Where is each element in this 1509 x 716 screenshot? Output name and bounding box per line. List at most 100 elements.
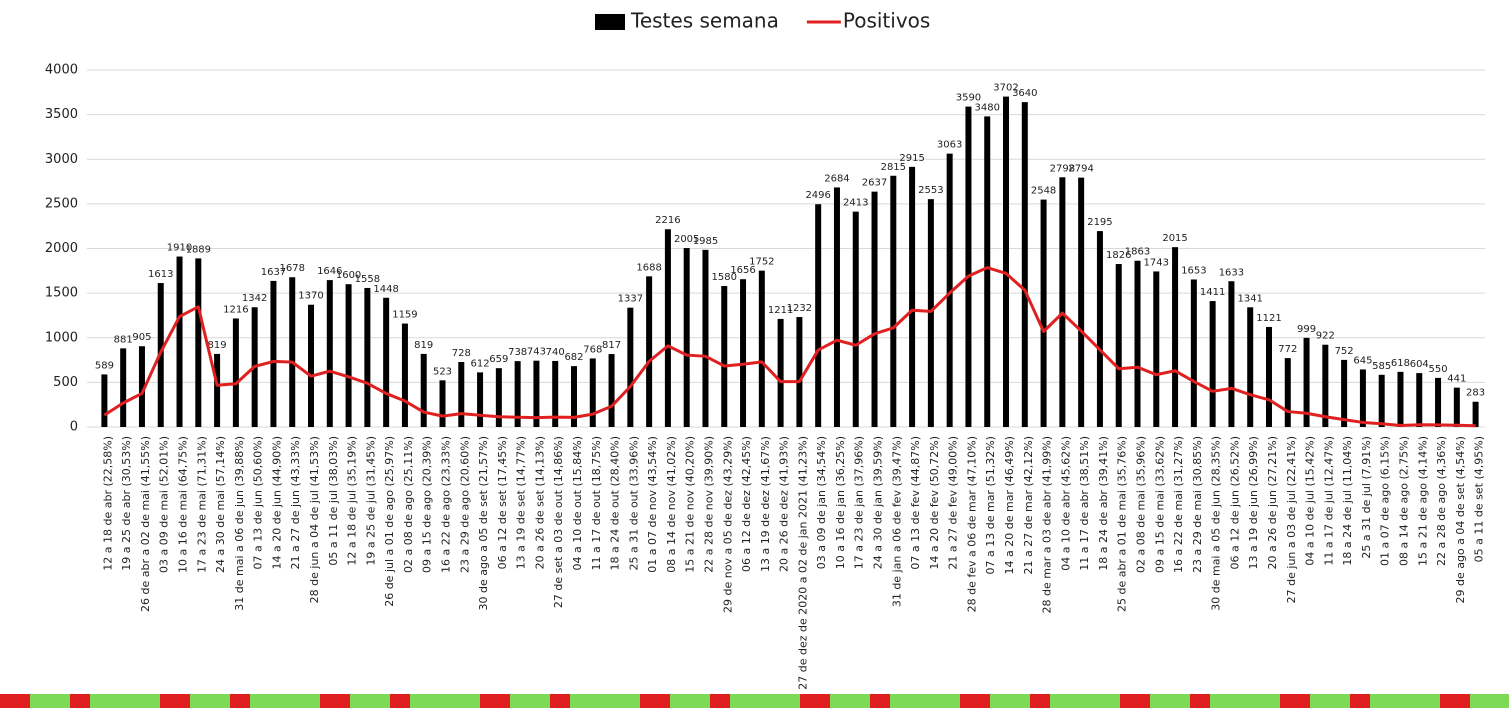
value-label: 1580 (712, 272, 737, 283)
value-label: 1646 (317, 266, 342, 277)
bar (495, 368, 502, 427)
x-tick-label: 18 a 24 de abr (39,41%) (1097, 436, 1110, 571)
value-label: 2798 (1050, 163, 1075, 174)
bar (589, 358, 596, 427)
value-label: 550 (1428, 364, 1447, 375)
bar (1190, 279, 1197, 427)
x-tick-label: 13 a 19 de dez (41,67%) (759, 436, 772, 572)
value-label: 1863 (1125, 247, 1150, 258)
value-label: 2684 (824, 173, 849, 184)
bar (664, 229, 671, 427)
value-label: 2216 (655, 215, 680, 226)
bar (1172, 247, 1179, 427)
x-tick-label: 02 a 08 de ago (25,11%) (402, 436, 415, 573)
x-tick-label: 20 a 26 de jun (27,21%) (1266, 436, 1279, 570)
x-tick-label: 18 a 24 de out (28,40%) (609, 436, 622, 571)
x-tick-label: 25 a 31 de jul (7,91%) (1360, 436, 1373, 559)
value-label: 1637 (261, 267, 286, 278)
x-tick-label: 31 de mai a 06 de jun (39,88%) (233, 436, 246, 611)
x-tick-label: 14 a 20 de mar (46,49%) (1003, 436, 1016, 574)
x-tick-label: 18 a 24 de jul (11,04%) (1341, 436, 1354, 566)
bar (833, 187, 840, 427)
bar (345, 284, 352, 427)
value-label: 2548 (1031, 186, 1056, 197)
bar (871, 191, 878, 427)
bar (1303, 337, 1310, 427)
x-tick-label: 06 a 12 de dez (42,45%) (740, 436, 753, 572)
x-tick-label: 07 a 13 de fev (44,87%) (909, 436, 922, 570)
bar (552, 360, 559, 427)
value-label: 3590 (956, 93, 981, 104)
value-label: 618 (1391, 358, 1410, 369)
value-label: 441 (1447, 374, 1466, 385)
x-tick-label: 08 a 14 de nov (41,02%) (665, 436, 678, 573)
value-label: 1337 (618, 294, 643, 305)
value-label: 2015 (1162, 233, 1187, 244)
value-label: 1342 (242, 293, 267, 304)
bar (401, 323, 408, 427)
x-tick-label: 11 a 17 de jul (12,47%) (1322, 436, 1335, 566)
bar (758, 270, 765, 427)
value-label: 922 (1316, 331, 1335, 342)
value-label: 819 (208, 340, 227, 351)
value-label: 1600 (336, 270, 361, 281)
x-tick-label: 22 a 28 de ago (4,36%) (1435, 436, 1448, 566)
bar (683, 248, 690, 427)
value-label: 1889 (186, 244, 211, 255)
x-tick-label: 01 a 07 de ago (6,15%) (1379, 436, 1392, 566)
value-label: 2413 (843, 198, 868, 209)
x-tick-label: 11 a 17 de abr (38,51%) (1078, 436, 1091, 571)
value-label: 3063 (937, 140, 962, 151)
bar (420, 353, 427, 427)
x-tick-label: 28 de fev a 06 de mar (47,10%) (965, 436, 978, 612)
bar (815, 204, 822, 427)
bar (1153, 271, 1160, 427)
value-label: 2637 (862, 178, 887, 189)
bar (1134, 260, 1141, 427)
value-label: 2553 (918, 185, 943, 196)
value-label: 612 (471, 358, 490, 369)
bar (1096, 231, 1103, 427)
bar (1265, 326, 1272, 427)
value-label: 283 (1466, 388, 1485, 399)
value-label: 659 (489, 354, 508, 365)
bar (646, 276, 653, 427)
bar (627, 307, 634, 427)
bar (1322, 344, 1329, 427)
value-label: 2496 (805, 190, 830, 201)
legend-label: Positivos (843, 9, 930, 33)
bar (120, 348, 127, 427)
y-tick-label: 2500 (45, 196, 78, 211)
value-label: 819 (414, 340, 433, 351)
value-label: 1633 (1219, 267, 1244, 278)
bar (138, 346, 145, 427)
x-tick-label: 24 a 30 de jan (39,59%) (872, 436, 885, 569)
x-tick-label: 21 a 27 de jun (43,33%) (289, 436, 302, 570)
x-tick-label: 05 a 11 de jul (38,03%) (327, 436, 340, 566)
y-tick-label: 0 (70, 420, 78, 435)
bar (946, 153, 953, 427)
value-label: 740 (546, 347, 565, 358)
status-strip (0, 694, 1509, 708)
bar (721, 285, 728, 427)
value-label: 1558 (355, 274, 380, 285)
bar (1059, 177, 1066, 427)
y-tick-label: 3500 (45, 107, 78, 122)
x-tick-label: 14 a 20 de fev (50,72%) (928, 436, 941, 570)
bar (1359, 369, 1366, 427)
value-label: 3640 (1012, 88, 1037, 99)
x-tick-label: 02 a 08 de mai (35,96%) (1135, 436, 1148, 573)
bar (796, 317, 803, 427)
bar (1453, 387, 1460, 427)
value-label: 2794 (1068, 164, 1093, 175)
bar (195, 258, 202, 427)
value-label: 523 (433, 366, 452, 377)
bar (927, 199, 934, 427)
value-label: 728 (452, 348, 471, 359)
value-label: 1211 (768, 305, 793, 316)
bar (439, 380, 446, 427)
x-tick-label: 15 a 21 de nov (40,20%) (684, 436, 697, 573)
x-tick-label: 07 a 13 de mar (51,32%) (984, 436, 997, 574)
legend-swatch (595, 14, 625, 30)
x-tick-label: 21 a 27 de mar (42,12%) (1022, 436, 1035, 574)
